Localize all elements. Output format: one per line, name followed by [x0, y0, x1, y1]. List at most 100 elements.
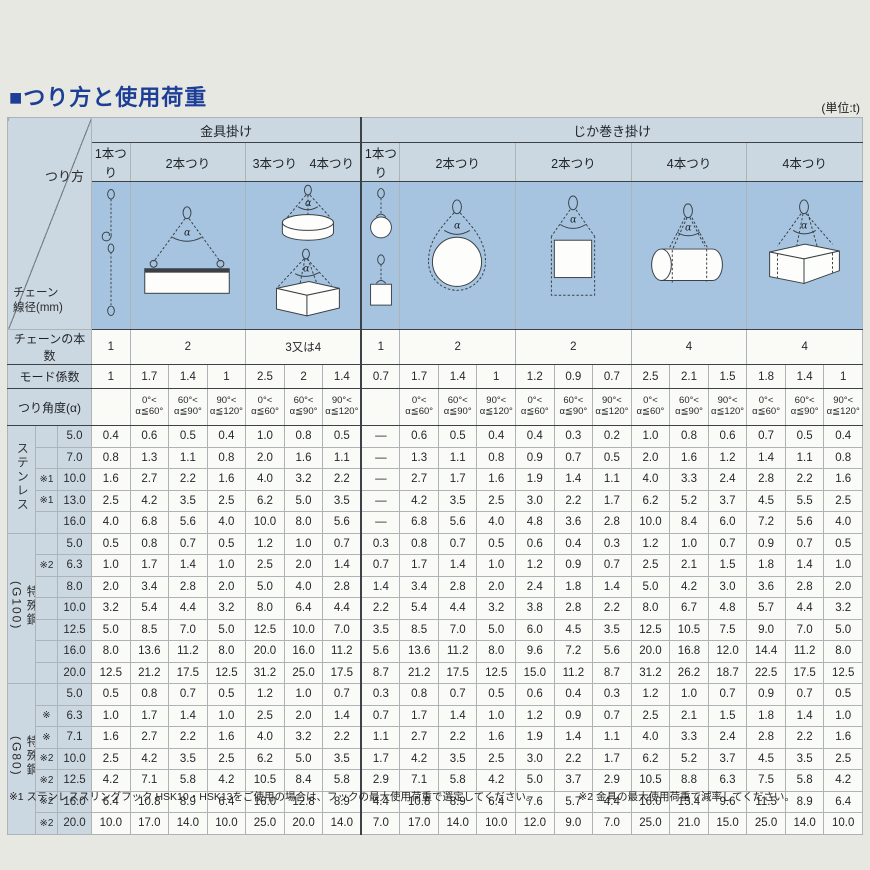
- load-value: 12.0: [707, 640, 748, 663]
- chain-count-value: 1: [91, 329, 131, 365]
- row-note-mark: [35, 683, 58, 706]
- load-value: 5.0: [476, 618, 517, 641]
- load-value: 2.7: [399, 726, 439, 749]
- chain-diameter: 10.0: [56, 468, 93, 491]
- chain-diameter: 7.0: [56, 446, 93, 469]
- load-value: 6.0: [515, 618, 555, 641]
- load-value: 0.4: [206, 425, 247, 448]
- chain-diameter: 10.0: [56, 747, 93, 770]
- chain-count-row: チェーンの本数 1 2 3又は4 1 2 2 4 4: [6, 329, 863, 365]
- load-value: 3.6: [746, 575, 786, 598]
- load-value: 2.4: [515, 575, 555, 598]
- load-value: 4.4: [592, 790, 632, 813]
- load-value: 4.5: [746, 747, 786, 770]
- load-value: 0.7: [592, 704, 632, 727]
- row-note-mark: ※: [35, 726, 58, 749]
- load-value: 2.2: [360, 597, 401, 620]
- load-value: 1.4: [784, 704, 825, 727]
- load-value: 1.0: [283, 683, 324, 706]
- load-value: 1.7: [592, 489, 632, 512]
- footnote-1: ※1 ステンレススリングフック HSK10・HSK13をご使用の場合は、フックの…: [9, 791, 537, 803]
- load-value: 1.0: [823, 554, 863, 577]
- load-value: 8.0: [283, 511, 324, 534]
- chain-count-value: 2: [129, 329, 247, 365]
- load-value: 21.2: [129, 661, 170, 684]
- load-value: 3.3: [669, 726, 709, 749]
- angle-range: 0°< α≦60°: [630, 388, 671, 426]
- load-value: 0.5: [437, 425, 478, 448]
- load-value: —: [360, 468, 401, 491]
- load-value: 1.4: [746, 446, 786, 469]
- load-value: 1.2: [515, 554, 555, 577]
- load-value: 1.2: [630, 532, 671, 555]
- load-value: 0.4: [553, 683, 594, 706]
- load-value: 1.4: [168, 704, 208, 727]
- load-value: 2.0: [91, 575, 131, 598]
- load-value: 3.5: [437, 489, 478, 512]
- load-value: 0.7: [437, 532, 478, 555]
- load-value: 3.0: [515, 489, 555, 512]
- load-value: 3.6: [553, 511, 594, 534]
- load-value: 1.8: [746, 704, 786, 727]
- load-value: 4.2: [669, 575, 709, 598]
- table-row: ※ 7.1 1.6 2.7 2.2 1.6 4.0 3.2 2.2 1.1 2.7 2.2 1.6 1.9…: [8, 726, 863, 749]
- angle-range: 0°< α≦60°: [245, 388, 285, 426]
- load-value: 0.3: [360, 532, 401, 555]
- load-value: 12.5: [630, 618, 671, 641]
- load-value: 3.7: [707, 489, 748, 512]
- svg-text:α: α: [801, 220, 808, 231]
- load-value: 17.0: [129, 812, 170, 835]
- load-value: 4.2: [129, 747, 170, 770]
- load-value: 6.4: [91, 790, 131, 813]
- load-value: 5.0: [630, 575, 671, 598]
- load-value: 1.6: [823, 726, 863, 749]
- load-value: 1.2: [245, 683, 285, 706]
- load-value: 0.7: [322, 532, 362, 555]
- hang-type-row: 1本つり 2本つり 3本つり 4本つり 1本つり 2本つり 2本つり 4本つり …: [8, 142, 863, 182]
- load-value: 0.3: [592, 532, 632, 555]
- load-value: 3.2: [283, 468, 324, 491]
- load-value: 1.4: [592, 575, 632, 598]
- corner-cell: つり方 チェーン 線径(mm): [6, 117, 93, 330]
- load-value: 13.6: [129, 640, 170, 663]
- load-value: 0.8: [91, 446, 131, 469]
- load-value: 1.4: [360, 575, 401, 598]
- angle-range: 60°< α≦90°: [669, 388, 709, 426]
- load-value: 2.2: [437, 726, 478, 749]
- mode-factor-value: 0.7: [360, 364, 401, 389]
- mode-factor-value: 1: [476, 364, 517, 389]
- load-value: 1.0: [476, 554, 517, 577]
- load-value: 12.8: [283, 790, 324, 813]
- material-group-text: 特殊鋼 (G80): [9, 735, 36, 778]
- table-row: ※2 10.0 2.5 4.2 3.5 2.5 6.2 5.0 3.5 1.7 4.2 3.5 2.5 3…: [8, 747, 863, 770]
- load-value: 0.5: [823, 683, 863, 706]
- load-value: 0.6: [129, 425, 170, 448]
- load-value: 2.2: [553, 489, 594, 512]
- load-value: 1.2: [245, 532, 285, 555]
- load-value: 8.7: [360, 661, 401, 684]
- angle-range: 0°< α≦60°: [129, 388, 170, 426]
- row-note-mark: ※2: [35, 769, 58, 792]
- load-value: 4.8: [515, 511, 555, 534]
- table-row: 10.0 3.2 5.4 4.4 3.2 8.0 6.4 4.4 2.2 5.4 4.4 3.2 3.8…: [8, 597, 863, 620]
- row-note-mark: [35, 618, 58, 641]
- chain-diameter: 10.0: [56, 597, 93, 620]
- load-value: 0.8: [399, 532, 439, 555]
- load-value: —: [360, 511, 401, 534]
- load-value: 26.2: [669, 661, 709, 684]
- load-value: 1.0: [206, 554, 247, 577]
- corner-label-tsurikata: つり方: [45, 169, 85, 184]
- load-value: 4.5: [746, 489, 786, 512]
- chain-diameter: 5.0: [56, 425, 93, 448]
- load-value: 5.5: [784, 489, 825, 512]
- load-value: 5.6: [360, 640, 401, 663]
- load-value: 2.8: [746, 726, 786, 749]
- svg-text:α: α: [570, 215, 577, 226]
- load-value: 11.2: [553, 661, 594, 684]
- load-value: 10.5: [630, 769, 671, 792]
- load-value: 2.2: [784, 468, 825, 491]
- load-value: 0.4: [823, 425, 863, 448]
- load-value: 7.0: [592, 812, 632, 835]
- load-value: 0.3: [592, 683, 632, 706]
